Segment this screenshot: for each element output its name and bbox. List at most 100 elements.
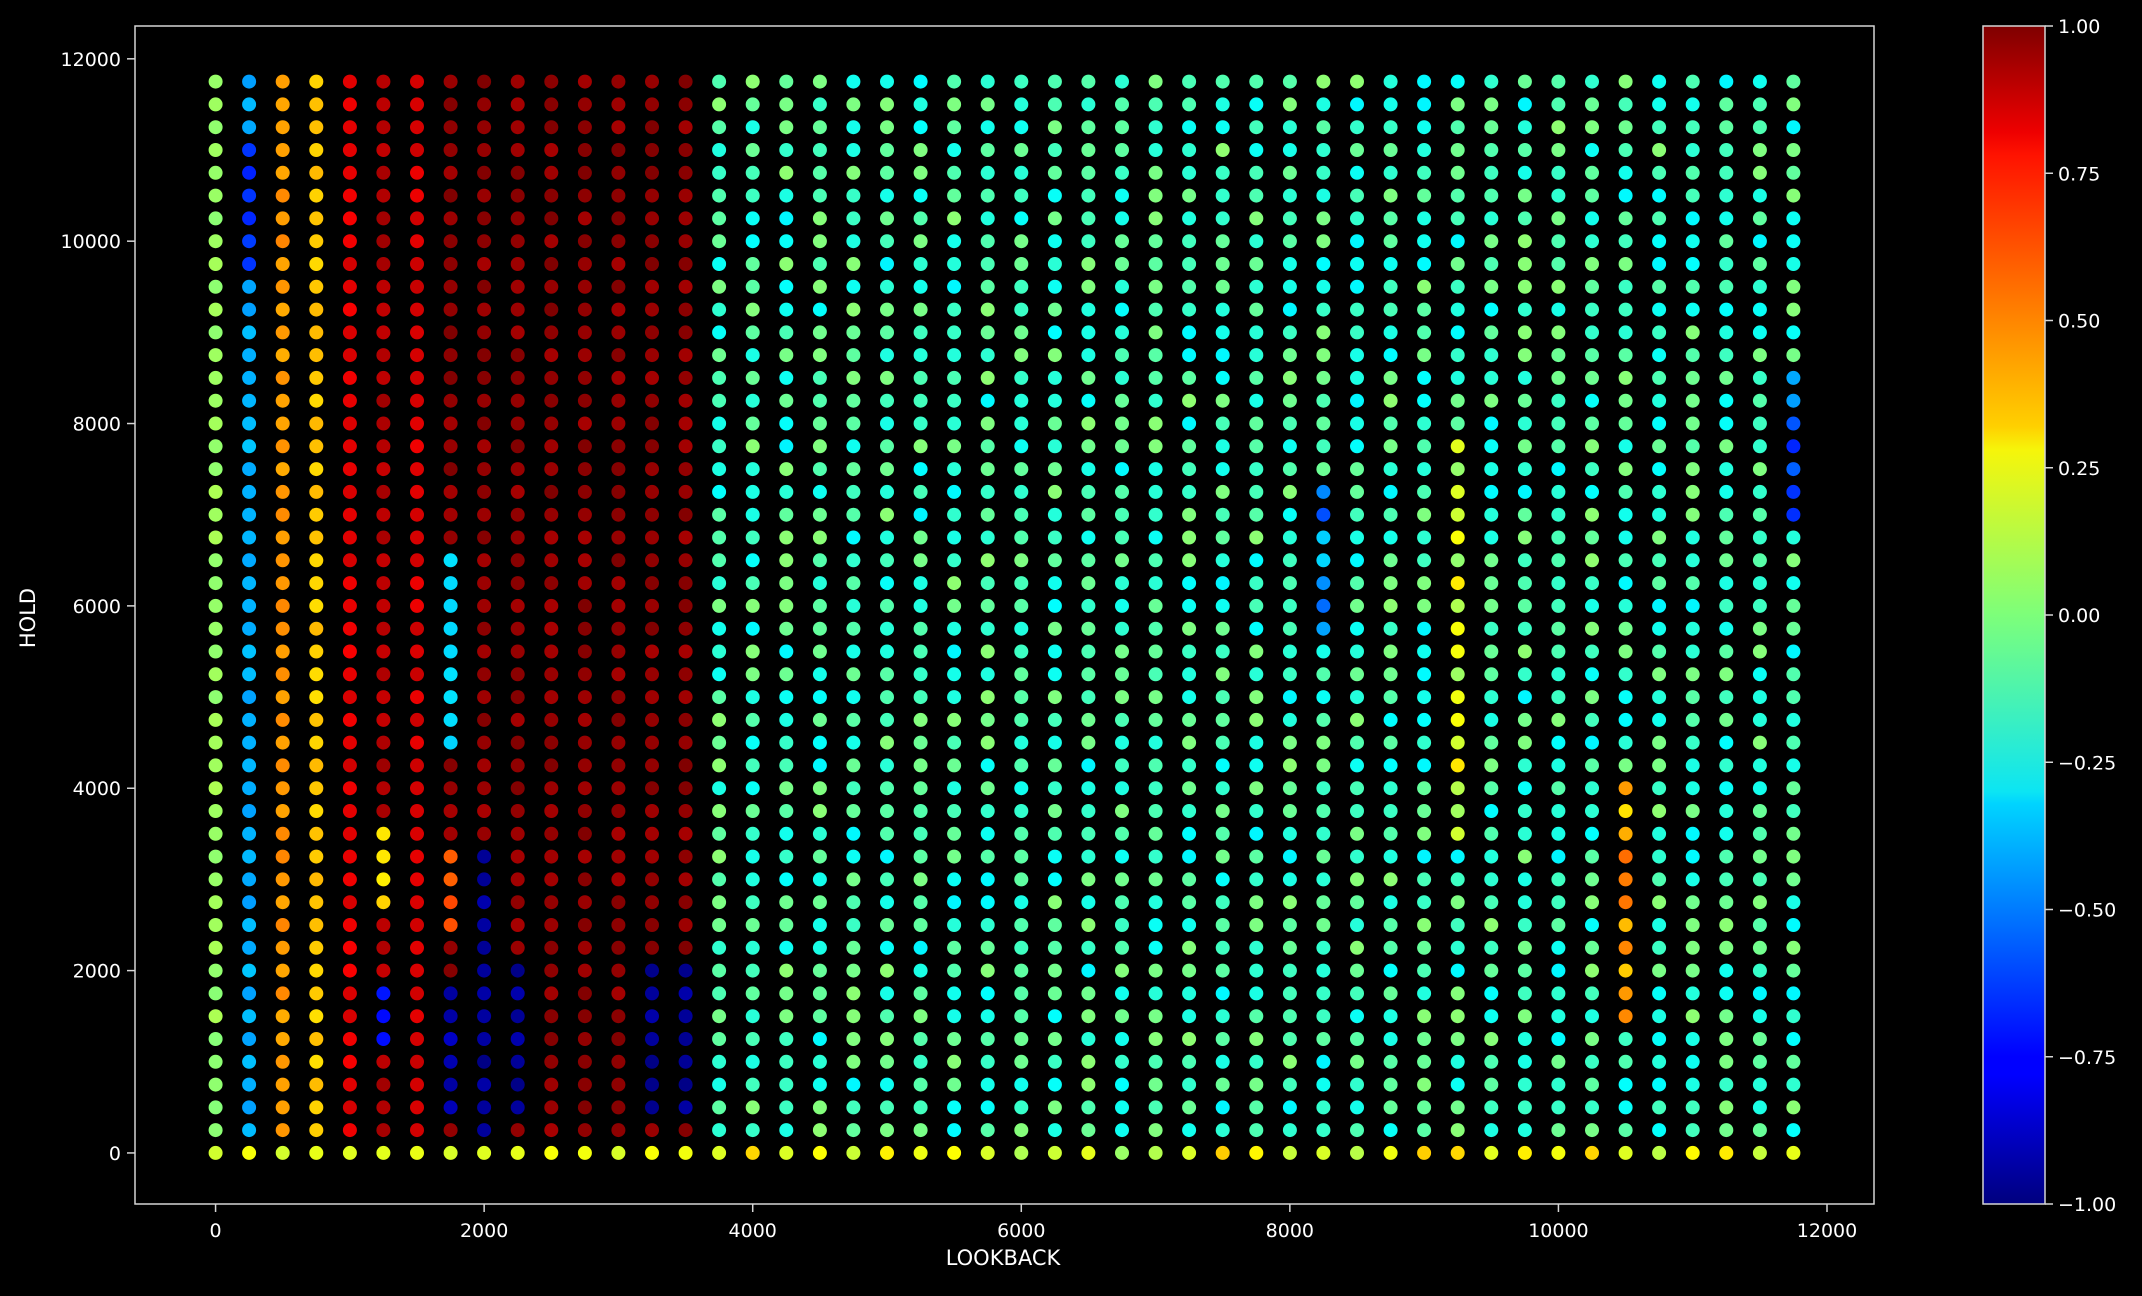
scatter-point bbox=[1752, 621, 1767, 636]
scatter-point bbox=[745, 918, 760, 932]
scatter-point bbox=[577, 690, 592, 705]
scatter-point bbox=[1282, 143, 1297, 157]
scatter-point bbox=[645, 1009, 659, 1024]
scatter-point bbox=[208, 416, 223, 431]
scatter-point bbox=[443, 781, 458, 796]
scatter-point bbox=[1719, 1054, 1734, 1069]
scatter-point bbox=[1517, 712, 1532, 727]
scatter-point bbox=[1719, 1123, 1734, 1138]
scatter-point bbox=[1182, 348, 1197, 363]
scatter-point bbox=[1249, 393, 1264, 408]
scatter-point bbox=[1282, 644, 1297, 659]
scatter-point bbox=[309, 1032, 324, 1046]
scatter-point bbox=[342, 826, 357, 841]
scatter-point bbox=[1115, 826, 1129, 841]
scatter-point bbox=[812, 940, 827, 955]
scatter-point bbox=[1014, 667, 1029, 682]
scatter-point bbox=[1517, 849, 1532, 864]
scatter-point bbox=[1249, 1100, 1264, 1115]
scatter-point bbox=[1484, 781, 1499, 796]
scatter-point bbox=[1551, 598, 1566, 613]
scatter-point bbox=[980, 234, 995, 249]
scatter-point bbox=[1383, 553, 1398, 568]
scatter-point bbox=[410, 348, 424, 363]
scatter-point bbox=[1618, 895, 1633, 910]
scatter-point bbox=[1719, 74, 1734, 89]
scatter-point bbox=[410, 553, 424, 568]
scatter-point bbox=[980, 507, 995, 522]
scatter-point bbox=[846, 712, 861, 727]
scatter-point bbox=[1685, 97, 1700, 112]
scatter-point bbox=[1551, 120, 1566, 135]
scatter-point bbox=[1618, 986, 1633, 1001]
scatter-point bbox=[577, 849, 592, 864]
scatter-point bbox=[275, 576, 290, 591]
scatter-point bbox=[1484, 598, 1499, 613]
x-tick-label: 8000 bbox=[1266, 1220, 1314, 1242]
scatter-point bbox=[1115, 598, 1129, 613]
scatter-point bbox=[443, 234, 458, 249]
scatter-point bbox=[410, 257, 424, 271]
scatter-point bbox=[1115, 1009, 1129, 1024]
scatter-point bbox=[1215, 963, 1230, 978]
scatter-point bbox=[1786, 781, 1801, 796]
scatter-point bbox=[611, 712, 626, 727]
scatter-point bbox=[1786, 576, 1801, 591]
scatter-point bbox=[947, 553, 962, 568]
scatter-point bbox=[342, 690, 357, 705]
scatter-point bbox=[242, 781, 257, 796]
scatter-point bbox=[376, 1009, 391, 1024]
scatter-point bbox=[1551, 1145, 1566, 1160]
scatter-point bbox=[443, 872, 458, 887]
scatter-point bbox=[477, 1054, 492, 1069]
scatter-point bbox=[678, 621, 693, 636]
scatter-point bbox=[1652, 735, 1667, 750]
scatter-point bbox=[1115, 120, 1129, 135]
scatter-point bbox=[812, 1077, 827, 1092]
scatter-point bbox=[1618, 257, 1633, 271]
scatter-point bbox=[410, 393, 424, 408]
scatter-point bbox=[779, 484, 794, 499]
scatter-point bbox=[1752, 279, 1767, 294]
scatter-point bbox=[1047, 918, 1062, 932]
scatter-point bbox=[1350, 325, 1364, 340]
scatter-point bbox=[1148, 393, 1163, 408]
scatter-point bbox=[1282, 370, 1297, 385]
scatter-point bbox=[712, 188, 727, 203]
scatter-point bbox=[812, 598, 827, 613]
scatter-point bbox=[1652, 872, 1667, 887]
scatter-point bbox=[611, 1077, 626, 1092]
scatter-point bbox=[1786, 895, 1801, 910]
scatter-point bbox=[1115, 211, 1129, 226]
scatter-point bbox=[611, 507, 626, 522]
scatter-point bbox=[947, 257, 962, 271]
scatter-point bbox=[1417, 234, 1432, 249]
scatter-point bbox=[443, 621, 458, 636]
scatter-point bbox=[1350, 712, 1364, 727]
scatter-point bbox=[1383, 97, 1398, 112]
scatter-point bbox=[1249, 1054, 1264, 1069]
scatter-point bbox=[1685, 826, 1700, 841]
scatter-point bbox=[980, 1009, 995, 1024]
scatter-point bbox=[1316, 143, 1331, 157]
scatter-point bbox=[645, 826, 659, 841]
scatter-point bbox=[1685, 1123, 1700, 1138]
scatter-point bbox=[1047, 872, 1062, 887]
scatter-point bbox=[712, 484, 727, 499]
scatter-point bbox=[1685, 1009, 1700, 1024]
scatter-point bbox=[913, 1032, 928, 1046]
scatter-point bbox=[1585, 348, 1599, 363]
scatter-point bbox=[1115, 279, 1129, 294]
scatter-point bbox=[1115, 416, 1129, 431]
scatter-point bbox=[745, 234, 760, 249]
scatter-point bbox=[1752, 211, 1767, 226]
scatter-point bbox=[678, 530, 693, 545]
scatter-point bbox=[712, 370, 727, 385]
scatter-point bbox=[947, 895, 962, 910]
scatter-point bbox=[1450, 644, 1465, 659]
scatter-point bbox=[1752, 1054, 1767, 1069]
scatter-point bbox=[1417, 872, 1432, 887]
scatter-point bbox=[812, 576, 827, 591]
scatter-point bbox=[1517, 370, 1532, 385]
scatter-point bbox=[913, 188, 928, 203]
